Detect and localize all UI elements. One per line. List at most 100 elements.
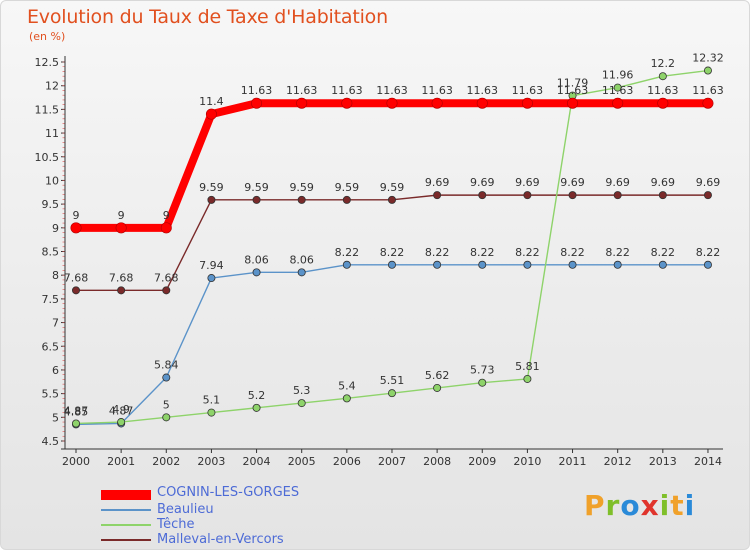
x-tick-label: 2009	[468, 455, 496, 468]
data-point	[162, 286, 171, 295]
data-point	[433, 383, 442, 392]
series-line-0	[76, 99, 708, 232]
data-label: 8.06	[289, 253, 314, 266]
y-tick-label: 6	[52, 364, 59, 377]
y-tick-label: 10.5	[35, 151, 60, 164]
data-label: 7.68	[64, 271, 89, 284]
data-label: 9	[163, 209, 170, 222]
proxiti-logo-letter: i	[684, 489, 696, 522]
chart-title: Evolution du Taux de Taxe d'Habitation	[27, 6, 388, 28]
data-label: 5.73	[470, 364, 495, 377]
data-point	[703, 66, 712, 75]
proxiti-logo-letter: i	[659, 489, 671, 522]
x-tick-label: 2006	[333, 455, 361, 468]
data-label: 5.81	[515, 360, 540, 373]
x-tick-label: 2007	[378, 455, 406, 468]
data-label: 8.22	[380, 246, 405, 259]
data-label: 11.96	[602, 69, 634, 82]
legend-swatch-cognin	[101, 490, 151, 500]
data-point	[703, 191, 712, 200]
data-label: 8.22	[605, 246, 630, 259]
data-label: 4.87	[109, 404, 134, 417]
data-point	[612, 97, 624, 109]
data-point	[521, 97, 533, 109]
data-point	[433, 191, 442, 200]
data-label: 9	[73, 209, 80, 222]
data-label: 8.22	[696, 246, 721, 259]
legend-label-malleval: Malleval-en-Vercors	[157, 532, 284, 547]
data-label: 11.63	[557, 84, 589, 97]
data-point	[162, 413, 171, 422]
data-point	[523, 191, 532, 200]
data-point	[297, 399, 306, 408]
data-point	[387, 195, 396, 204]
data-label: 11.63	[467, 84, 499, 97]
y-tick-label: 7.5	[42, 293, 60, 306]
y-tick-label: 12	[45, 80, 59, 93]
proxiti-logo-letter: o	[620, 489, 641, 522]
y-tick-label: 12.5	[35, 56, 60, 69]
data-point	[478, 191, 487, 200]
data-point	[252, 403, 261, 412]
data-point	[567, 97, 579, 109]
y-tick-label: 5.5	[42, 388, 60, 401]
data-label: 5.3	[293, 384, 311, 397]
data-label: 11.63	[286, 84, 318, 97]
legend-swatch-malleval	[101, 539, 151, 541]
data-label: 11.63	[331, 84, 363, 97]
data-label: 8.22	[560, 246, 585, 259]
y-tick-label: 7	[52, 317, 59, 330]
data-point	[702, 97, 714, 109]
y-tick-label: 9.5	[42, 198, 60, 211]
data-label: 9.69	[696, 176, 721, 189]
data-point	[297, 195, 306, 204]
data-label: 11.4	[199, 95, 224, 108]
data-label: 4.87	[64, 404, 89, 417]
data-label: 11.63	[241, 84, 273, 97]
data-label: 9.69	[515, 176, 540, 189]
legend-item-beaulieu: Beaulieu	[101, 502, 421, 518]
data-point	[207, 274, 216, 283]
data-label: 5.51	[380, 374, 405, 387]
data-label: 4.9	[112, 403, 130, 416]
y-tick-label: 9	[52, 222, 59, 235]
data-label: 5.4	[338, 379, 356, 392]
data-label: 8.22	[515, 246, 540, 259]
data-point	[117, 418, 126, 427]
data-label: 9.59	[335, 181, 360, 194]
y-tick-label: 10	[45, 174, 59, 187]
chart-unit: (en %)	[29, 30, 66, 43]
data-point	[523, 260, 532, 269]
data-label: 9.69	[470, 176, 495, 189]
data-point	[613, 260, 622, 269]
data-point	[207, 195, 216, 204]
data-point	[342, 394, 351, 403]
data-label: 8.22	[651, 246, 676, 259]
data-label: 8.22	[425, 246, 450, 259]
data-point	[341, 97, 353, 109]
data-point	[296, 97, 308, 109]
x-tick-label: 2005	[288, 455, 316, 468]
data-label: 9	[118, 209, 125, 222]
legend-item-malleval: Malleval-en-Vercors	[101, 532, 421, 548]
data-point	[476, 97, 488, 109]
data-point	[297, 268, 306, 277]
data-point	[523, 374, 532, 383]
data-label: 5	[163, 398, 170, 411]
data-label: 7.68	[109, 271, 134, 284]
data-label: 5.62	[425, 369, 450, 382]
x-tick-label: 2001	[107, 455, 135, 468]
data-point	[387, 389, 396, 398]
data-point	[342, 195, 351, 204]
data-label: 9.69	[425, 176, 450, 189]
data-point	[72, 419, 81, 428]
data-label: 9.69	[560, 176, 585, 189]
data-point	[613, 83, 622, 92]
proxiti-logo-letter: r	[605, 489, 621, 522]
data-point	[162, 373, 171, 382]
proxiti-logo-letter: t	[670, 489, 685, 522]
data-point	[478, 260, 487, 269]
data-label: 12.32	[692, 52, 724, 65]
